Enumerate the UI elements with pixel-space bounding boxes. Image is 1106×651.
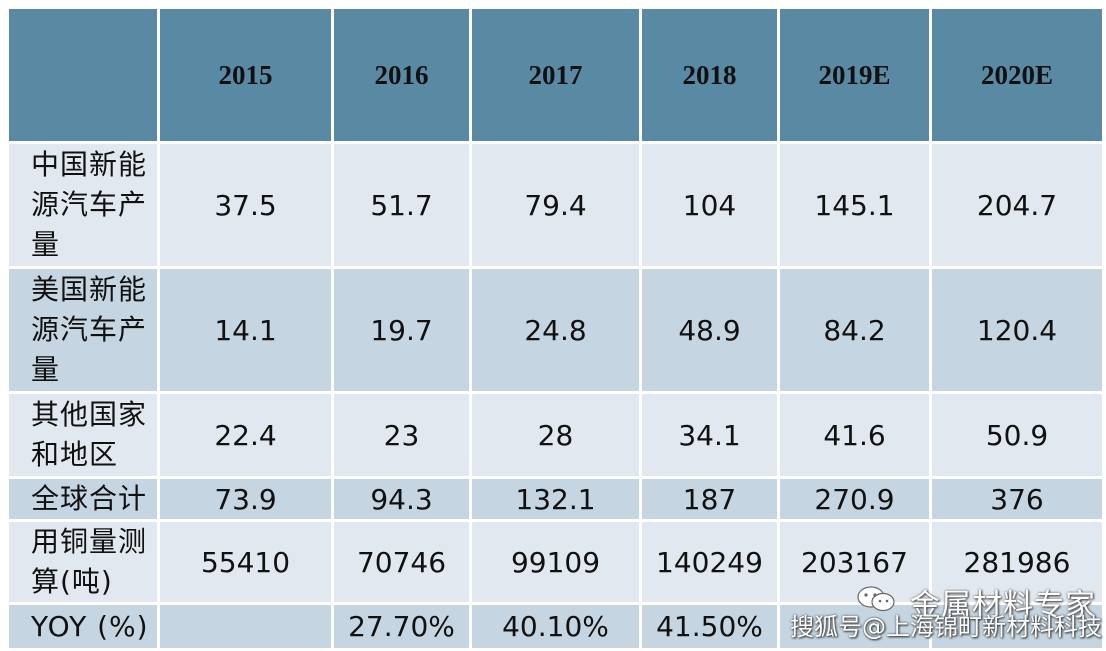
cell-value: 132.1 — [469, 476, 642, 522]
cell-value: 23 — [331, 391, 472, 479]
cell-value: 73.9 — [157, 476, 334, 522]
row-label: YOY (%) — [6, 602, 160, 651]
cell-value: 19.7 — [331, 266, 472, 394]
header-year: 2019E — [777, 6, 932, 144]
cell-value: 28 — [469, 391, 642, 479]
cell-value: 120.4 — [929, 266, 1105, 394]
cell-value: 94.3 — [331, 476, 472, 522]
table-row: YOY (%) 27.70% 40.10% 41.50% — [6, 602, 1105, 651]
cell-value: 55410 — [157, 519, 334, 605]
table-row: 美国新能源汽车产量 14.1 19.7 24.8 48.9 84.2 120.4 — [6, 266, 1105, 394]
cell-value: 104 — [639, 141, 780, 269]
cell-value: 204.7 — [929, 141, 1105, 269]
header-year: 2017 — [469, 6, 642, 144]
cell-value: 70746 — [331, 519, 472, 605]
row-label: 全球合计 — [6, 476, 160, 522]
cell-value: 270.9 — [777, 476, 932, 522]
header-corner — [6, 6, 160, 144]
table-row: 其他国家和地区 22.4 23 28 34.1 41.6 50.9 — [6, 391, 1105, 479]
cell-value: 84.2 — [777, 266, 932, 394]
header-year: 2018 — [639, 6, 780, 144]
cell-value: 24.8 — [469, 266, 642, 394]
cell-value: 203167 — [777, 519, 932, 605]
cell-value — [157, 602, 334, 651]
header-year: 2016 — [331, 6, 472, 144]
row-label: 美国新能源汽车产量 — [6, 266, 160, 394]
cell-value: 99109 — [469, 519, 642, 605]
cell-value: 145.1 — [777, 141, 932, 269]
watermark-source: 搜狐号@上海锦町新材料科技 — [790, 613, 1102, 641]
cell-value: 41.50% — [639, 602, 780, 651]
cell-value: 34.1 — [639, 391, 780, 479]
cell-value: 37.5 — [157, 141, 334, 269]
row-label: 中国新能源汽车产量 — [6, 141, 160, 269]
watermark-title: 金属材料专家 — [910, 588, 1096, 623]
cell-value — [929, 602, 1105, 651]
cell-value: 22.4 — [157, 391, 334, 479]
cell-value: 40.10% — [469, 602, 642, 651]
cell-value: 140249 — [639, 519, 780, 605]
header-row: 2015 2016 2017 2018 2019E 2020E — [6, 6, 1105, 144]
table-row: 用铜量测算(吨) 55410 70746 99109 140249 203167… — [6, 519, 1105, 605]
cell-value: 50.9 — [929, 391, 1105, 479]
cell-value: 376 — [929, 476, 1105, 522]
cell-value: 51.7 — [331, 141, 472, 269]
wechat-icon — [857, 586, 895, 612]
cell-value: 41.6 — [777, 391, 932, 479]
cell-value — [777, 602, 932, 651]
table-row: 中国新能源汽车产量 37.5 51.7 79.4 104 145.1 204.7 — [6, 141, 1105, 269]
cell-value: 281986 — [929, 519, 1105, 605]
header-year: 2015 — [157, 6, 334, 144]
cell-value: 187 — [639, 476, 780, 522]
cell-value: 27.70% — [331, 602, 472, 651]
cell-value: 48.9 — [639, 266, 780, 394]
cell-value: 79.4 — [469, 141, 642, 269]
row-label: 用铜量测算(吨) — [6, 519, 160, 605]
table-row: 全球合计 73.9 94.3 132.1 187 270.9 376 — [6, 476, 1105, 522]
data-table: 2015 2016 2017 2018 2019E 2020E 中国新能源汽车产… — [6, 6, 1105, 651]
header-year: 2020E — [929, 6, 1105, 144]
cell-value: 14.1 — [157, 266, 334, 394]
row-label: 其他国家和地区 — [6, 391, 160, 479]
